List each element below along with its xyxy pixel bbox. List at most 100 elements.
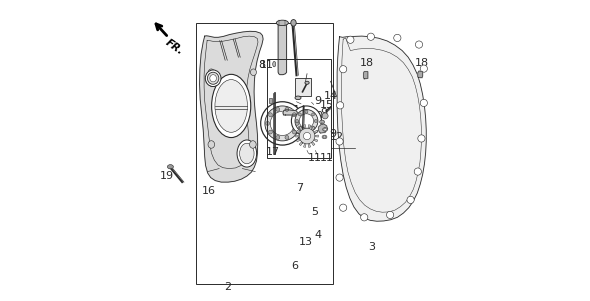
Polygon shape: [283, 110, 297, 115]
Circle shape: [418, 135, 425, 142]
Ellipse shape: [323, 128, 327, 131]
Polygon shape: [199, 31, 263, 182]
Circle shape: [340, 204, 347, 211]
Text: 11: 11: [307, 153, 322, 163]
Ellipse shape: [276, 20, 289, 26]
Polygon shape: [308, 125, 310, 129]
Polygon shape: [315, 135, 319, 137]
Circle shape: [291, 106, 322, 136]
Ellipse shape: [168, 165, 173, 169]
Text: 19: 19: [160, 171, 174, 181]
Polygon shape: [337, 36, 426, 221]
Circle shape: [322, 113, 328, 119]
Polygon shape: [303, 144, 306, 147]
Polygon shape: [312, 126, 315, 130]
Circle shape: [340, 66, 347, 73]
Bar: [267, 59, 330, 158]
Circle shape: [420, 99, 427, 107]
Circle shape: [296, 119, 299, 123]
Circle shape: [347, 36, 354, 43]
Circle shape: [270, 111, 294, 135]
Circle shape: [367, 33, 375, 40]
Circle shape: [276, 135, 280, 139]
Polygon shape: [303, 125, 306, 129]
Polygon shape: [418, 71, 422, 78]
Text: 12: 12: [330, 132, 344, 142]
Ellipse shape: [305, 81, 309, 84]
Ellipse shape: [322, 135, 327, 139]
Circle shape: [292, 130, 296, 134]
Ellipse shape: [208, 72, 219, 84]
Ellipse shape: [208, 69, 214, 76]
Text: 11: 11: [320, 153, 333, 163]
Ellipse shape: [324, 129, 326, 130]
Circle shape: [360, 214, 368, 221]
Circle shape: [394, 34, 401, 42]
Circle shape: [292, 113, 296, 117]
Circle shape: [414, 168, 421, 175]
Circle shape: [268, 130, 273, 134]
Text: FR.: FR.: [164, 38, 186, 57]
Text: 10: 10: [296, 108, 310, 118]
Ellipse shape: [215, 79, 247, 132]
Text: 7: 7: [296, 183, 303, 193]
Text: 18: 18: [360, 58, 374, 68]
Ellipse shape: [208, 141, 215, 148]
Circle shape: [314, 119, 317, 123]
Polygon shape: [299, 126, 303, 130]
Circle shape: [312, 113, 314, 116]
Circle shape: [305, 110, 308, 113]
Ellipse shape: [212, 74, 251, 138]
Polygon shape: [319, 124, 327, 133]
Circle shape: [261, 102, 304, 145]
Text: 5: 5: [311, 207, 318, 217]
Ellipse shape: [237, 140, 257, 167]
Bar: [295, 78, 311, 96]
Text: 9: 9: [314, 96, 321, 106]
Polygon shape: [308, 144, 310, 147]
Text: 14: 14: [324, 91, 338, 101]
Text: 11: 11: [260, 60, 273, 70]
Text: 13: 13: [299, 237, 313, 247]
Text: 15: 15: [320, 100, 333, 110]
Text: 4: 4: [314, 230, 321, 240]
Ellipse shape: [250, 69, 257, 76]
Circle shape: [285, 107, 289, 111]
Ellipse shape: [205, 70, 221, 87]
Ellipse shape: [291, 20, 296, 26]
Text: 8: 8: [258, 60, 266, 70]
Bar: [268, 98, 272, 103]
Circle shape: [299, 113, 301, 116]
Text: 9: 9: [320, 108, 327, 118]
Circle shape: [336, 102, 344, 109]
Circle shape: [407, 196, 414, 203]
Circle shape: [420, 65, 427, 72]
Text: 6: 6: [291, 261, 298, 272]
Circle shape: [295, 110, 318, 132]
Text: 18: 18: [414, 58, 428, 68]
Text: 20: 20: [309, 111, 323, 121]
Ellipse shape: [273, 61, 276, 67]
Circle shape: [305, 129, 308, 132]
Ellipse shape: [250, 141, 256, 148]
Circle shape: [268, 113, 273, 117]
Circle shape: [415, 41, 422, 48]
Polygon shape: [296, 139, 300, 142]
Ellipse shape: [321, 121, 323, 123]
Circle shape: [336, 174, 343, 181]
Circle shape: [266, 121, 270, 125]
Polygon shape: [296, 130, 300, 133]
Circle shape: [285, 135, 289, 139]
Text: 2: 2: [224, 282, 231, 293]
Circle shape: [299, 126, 301, 129]
Polygon shape: [314, 139, 318, 142]
Ellipse shape: [323, 136, 326, 138]
Circle shape: [299, 114, 314, 128]
Circle shape: [295, 121, 299, 125]
Circle shape: [312, 126, 314, 129]
Ellipse shape: [295, 96, 301, 100]
Text: 17: 17: [266, 147, 280, 157]
Circle shape: [303, 132, 311, 140]
Text: 21: 21: [286, 105, 300, 115]
Text: 9: 9: [329, 129, 336, 139]
